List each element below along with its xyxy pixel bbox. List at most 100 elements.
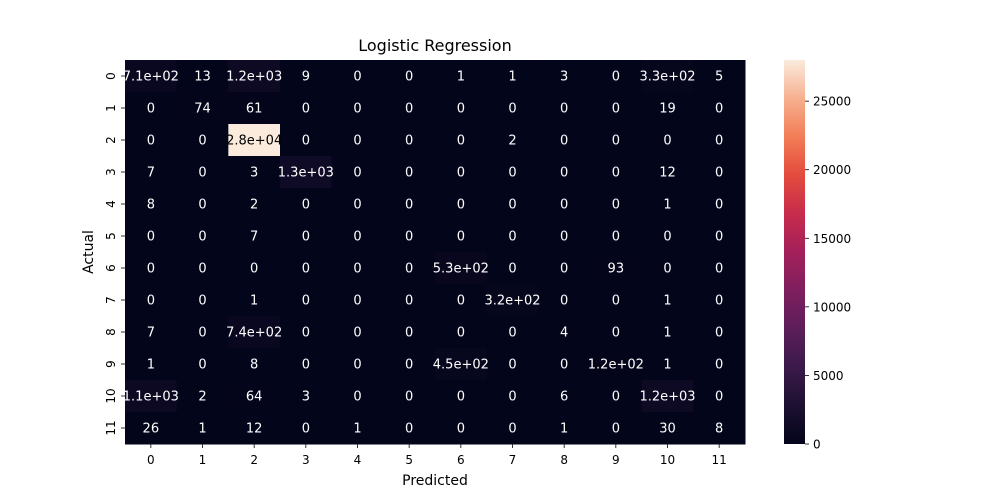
heatmap-cell xyxy=(125,284,178,317)
heatmap-cell xyxy=(435,348,488,381)
heatmap-cell xyxy=(693,188,746,221)
heatmap-cell xyxy=(331,156,384,189)
heatmap-cell xyxy=(176,92,229,125)
cell-annotation: 2.8e+04 xyxy=(226,134,282,149)
heatmap-cell xyxy=(228,380,281,413)
heatmap-cell xyxy=(383,348,436,381)
cell-annotation: 0 xyxy=(198,198,206,213)
cell-annotation: 1 xyxy=(457,70,465,85)
x-tick-label: 4 xyxy=(354,453,362,467)
heatmap-cell xyxy=(538,188,591,221)
heatmap-cell xyxy=(383,60,436,93)
cell-annotation: 26 xyxy=(143,422,160,437)
cell-annotation: 74 xyxy=(194,102,211,117)
heatmap-cell xyxy=(280,92,333,125)
heatmap-cell xyxy=(435,412,488,445)
cell-annotation: 0 xyxy=(663,134,671,149)
cell-annotation: 0 xyxy=(612,134,620,149)
cell-annotation: 0 xyxy=(508,102,516,117)
cell-annotation: 0 xyxy=(508,358,516,373)
heatmap-cell xyxy=(176,60,229,93)
cell-annotation: 0 xyxy=(405,358,413,373)
y-tick-label: 11 xyxy=(104,420,118,435)
cell-annotation: 0 xyxy=(560,358,568,373)
heatmap-cell xyxy=(176,252,229,285)
heatmap-cell xyxy=(590,412,643,445)
colorbar-tick-label: 0 xyxy=(813,438,821,452)
x-axis-ticks: 0 1 2 3 4 5 6 7 8 9 10 11 xyxy=(147,444,727,467)
cell-annotation: 0 xyxy=(457,166,465,181)
heatmap-cell xyxy=(693,284,746,317)
heatmap-cell xyxy=(331,220,384,253)
cell-annotation: 0 xyxy=(457,198,465,213)
heatmap-cell xyxy=(641,60,694,93)
cell-annotation: 0 xyxy=(147,134,155,149)
heatmap-cell xyxy=(435,284,488,317)
heatmap-cell xyxy=(383,156,436,189)
cell-annotation: 1 xyxy=(663,358,671,373)
cell-annotation: 0 xyxy=(508,262,516,277)
cell-annotation: 8 xyxy=(715,422,723,437)
heatmap-cell xyxy=(590,380,643,413)
heatmap-cell xyxy=(331,412,384,445)
cell-annotation: 0 xyxy=(353,166,361,181)
cell-annotation: 93 xyxy=(608,262,625,277)
heatmap-cell xyxy=(435,380,488,413)
cell-annotation: 3 xyxy=(560,70,568,85)
cell-annotation: 0 xyxy=(715,262,723,277)
cell-annotation: 0 xyxy=(560,198,568,213)
heatmap-cell xyxy=(486,412,539,445)
heatmap-cell xyxy=(641,412,694,445)
x-tick-label: 7 xyxy=(509,453,517,467)
heatmap-cell xyxy=(176,156,229,189)
cell-annotation: 0 xyxy=(405,294,413,309)
cell-annotation: 0 xyxy=(353,390,361,405)
heatmap-cell xyxy=(125,220,178,253)
heatmap-cell xyxy=(228,412,281,445)
cell-annotation: 4 xyxy=(560,326,568,341)
cell-annotation: 0 xyxy=(250,262,258,277)
heatmap-cell xyxy=(176,380,229,413)
cell-annotation: 0 xyxy=(302,134,310,149)
heatmap-cell xyxy=(693,380,746,413)
y-axis-label: Actual xyxy=(81,230,97,274)
heatmap-cell xyxy=(538,220,591,253)
y-tick-label: 6 xyxy=(104,264,118,272)
cell-annotation: 0 xyxy=(353,262,361,277)
heatmap-cell xyxy=(228,188,281,221)
x-tick-label: 2 xyxy=(250,453,258,467)
cell-annotation: 0 xyxy=(508,166,516,181)
heatmap-cell xyxy=(331,380,384,413)
heatmap-cell xyxy=(538,60,591,93)
cell-annotation: 0 xyxy=(715,166,723,181)
heatmap-cell xyxy=(280,284,333,317)
cell-annotation: 0 xyxy=(405,230,413,245)
cell-annotation: 0 xyxy=(198,326,206,341)
heatmap-cell xyxy=(228,348,281,381)
heatmap-cell xyxy=(228,220,281,253)
cell-annotation: 0 xyxy=(560,102,568,117)
heatmap-cell xyxy=(228,284,281,317)
cell-annotation: 0 xyxy=(405,422,413,437)
cell-annotation: 1 xyxy=(147,358,155,373)
heatmap-cell xyxy=(125,252,178,285)
cell-annotation: 0 xyxy=(560,294,568,309)
cell-annotation: 8 xyxy=(250,358,258,373)
heatmap-cell xyxy=(125,92,178,125)
cell-annotation: 0 xyxy=(612,70,620,85)
heatmap-cell xyxy=(383,284,436,317)
heatmap-cell xyxy=(383,252,436,285)
cell-annotation: 1.1e+03 xyxy=(123,390,179,405)
cell-annotation: 0 xyxy=(457,390,465,405)
cell-annotation: 4.5e+02 xyxy=(433,358,489,373)
heatmap-cell xyxy=(486,380,539,413)
heatmap-cell xyxy=(641,220,694,253)
cell-annotation: 0 xyxy=(353,230,361,245)
cell-annotation: 0 xyxy=(405,70,413,85)
x-tick-label: 5 xyxy=(405,453,413,467)
heatmap-cell xyxy=(590,284,643,317)
cell-annotation: 0 xyxy=(198,134,206,149)
cell-annotation: 9 xyxy=(302,70,310,85)
heatmap-cell xyxy=(331,348,384,381)
colorbar-ticks: 0 5000 10000 15000 20000 25000 xyxy=(805,95,851,452)
